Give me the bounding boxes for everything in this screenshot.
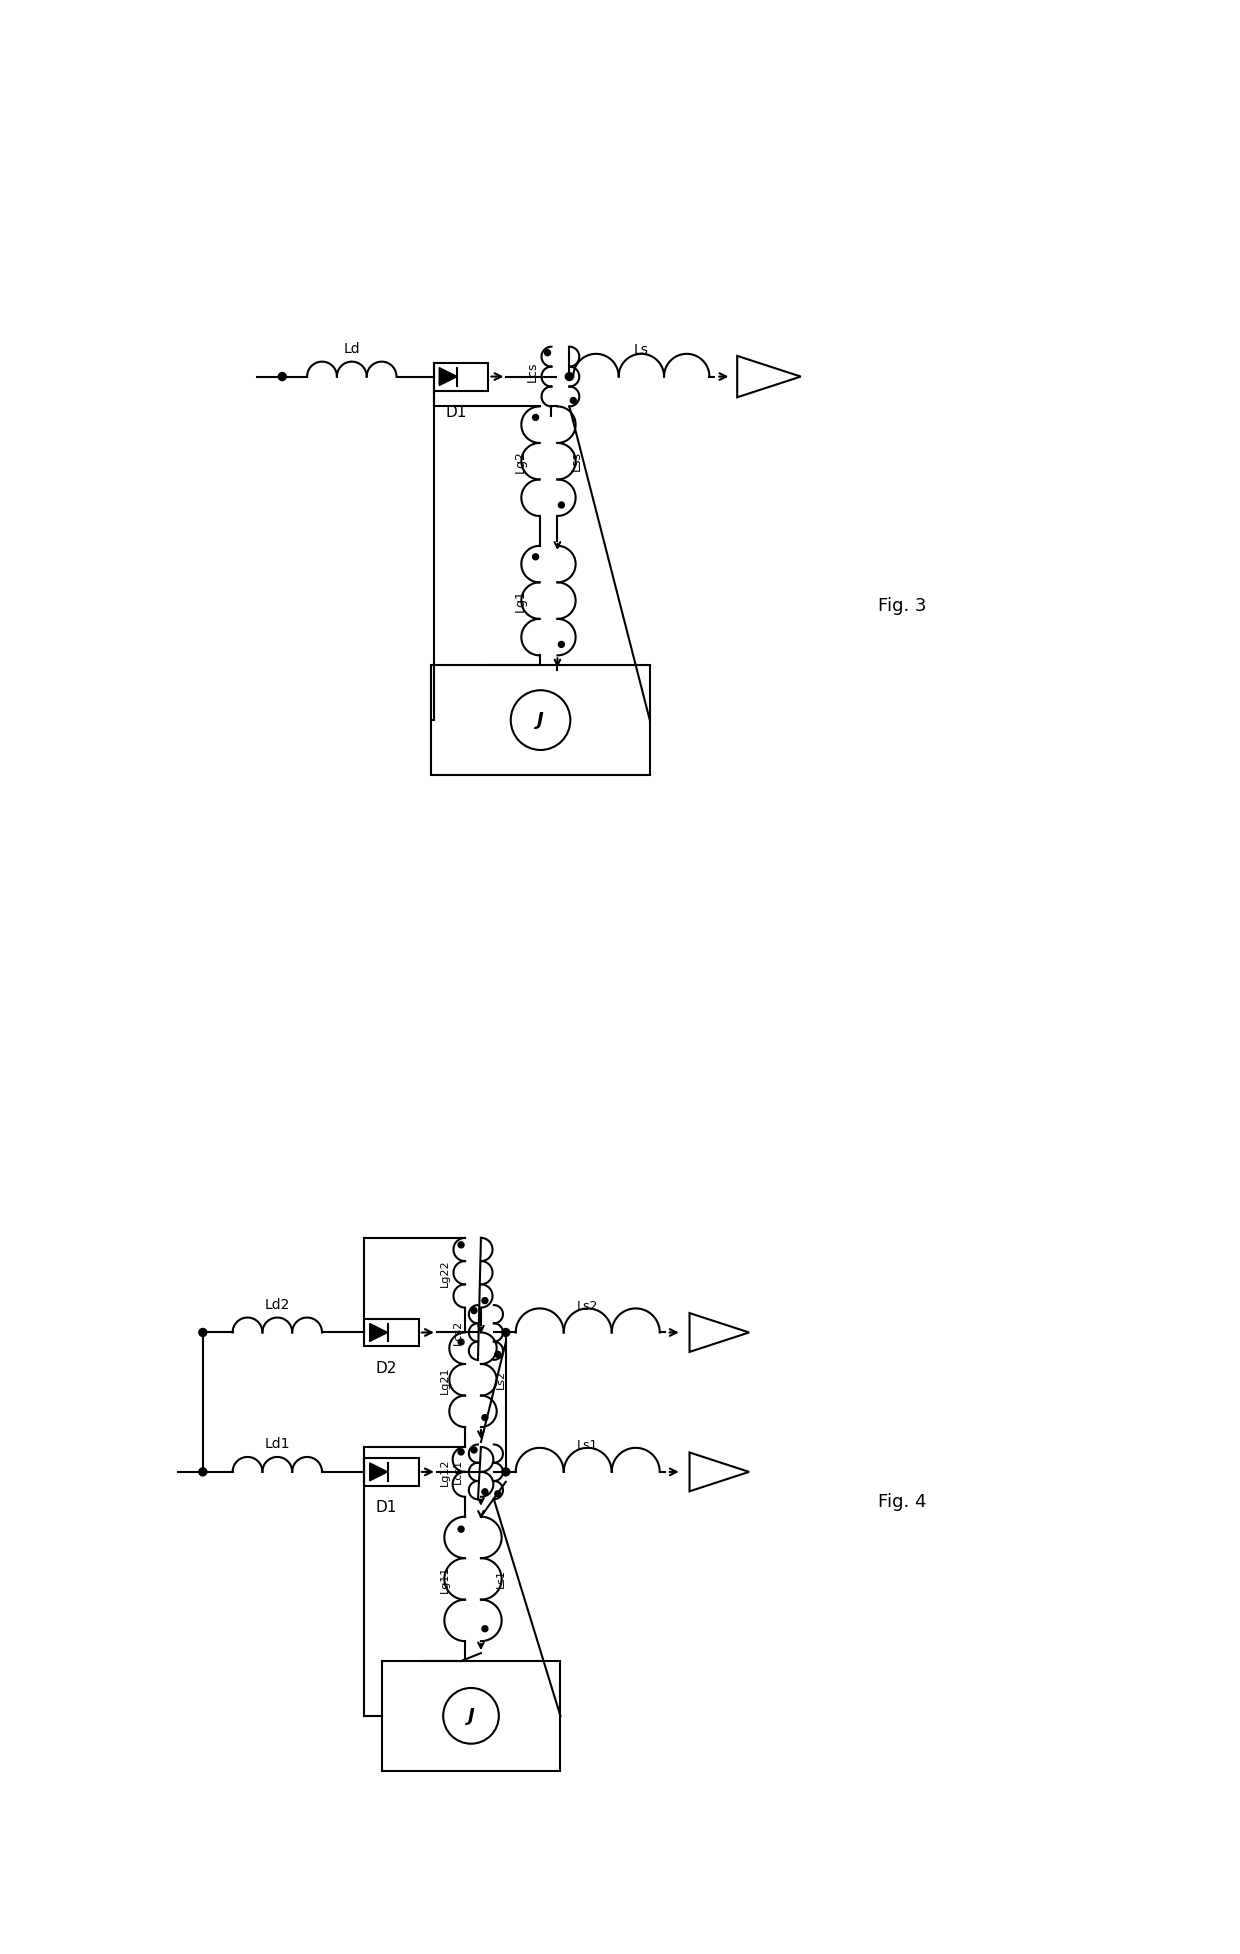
Circle shape (278, 373, 286, 381)
Circle shape (502, 1467, 510, 1475)
Circle shape (502, 1329, 510, 1337)
Circle shape (458, 1526, 464, 1532)
Circle shape (482, 1626, 487, 1632)
Circle shape (458, 1243, 464, 1249)
Text: Ls2: Ls2 (496, 1370, 506, 1389)
Bar (382, 1661, 560, 1770)
Text: J: J (537, 711, 544, 729)
Text: Lss: Lss (570, 451, 583, 471)
Circle shape (495, 1491, 501, 1497)
Text: Lcs: Lcs (526, 361, 539, 381)
Text: Fig. 4: Fig. 4 (878, 1493, 926, 1510)
Circle shape (558, 502, 564, 508)
Text: Lg11: Lg11 (440, 1565, 450, 1593)
Text: Ld1: Ld1 (264, 1436, 290, 1452)
Polygon shape (439, 367, 458, 385)
Polygon shape (370, 1323, 388, 1342)
Circle shape (471, 1448, 477, 1454)
Bar (365, 1458, 419, 1485)
Circle shape (482, 1297, 487, 1303)
Bar (365, 1319, 419, 1346)
Circle shape (458, 1338, 464, 1344)
Text: Ls2: Ls2 (577, 1299, 599, 1313)
Text: Lg2: Lg2 (515, 449, 527, 473)
Circle shape (558, 641, 564, 647)
Circle shape (570, 397, 577, 403)
Polygon shape (370, 1464, 388, 1481)
Circle shape (533, 414, 538, 420)
Circle shape (482, 1415, 487, 1421)
Text: Ls: Ls (634, 342, 649, 358)
Text: Ls1: Ls1 (496, 1569, 506, 1589)
Bar (432, 664, 650, 776)
Text: Ld: Ld (343, 342, 360, 356)
Circle shape (198, 1467, 207, 1475)
Circle shape (533, 553, 538, 559)
Text: D1: D1 (445, 404, 466, 420)
Circle shape (565, 373, 573, 381)
Circle shape (544, 350, 551, 356)
Circle shape (471, 1307, 477, 1313)
Text: Lg1: Lg1 (515, 590, 527, 612)
Text: Lg21: Lg21 (440, 1366, 450, 1393)
Bar (434, 363, 489, 391)
Text: Ls1: Ls1 (577, 1440, 599, 1452)
Text: Lg22: Lg22 (440, 1258, 450, 1286)
Text: Fig. 3: Fig. 3 (878, 596, 926, 616)
Circle shape (495, 1352, 501, 1358)
Circle shape (482, 1489, 487, 1495)
Circle shape (198, 1329, 207, 1337)
Text: J: J (467, 1708, 475, 1725)
Text: D1: D1 (376, 1501, 397, 1514)
Text: Ld2: Ld2 (264, 1297, 290, 1311)
Text: Lg12: Lg12 (440, 1458, 450, 1485)
Circle shape (458, 1450, 464, 1456)
Text: D2: D2 (376, 1360, 397, 1376)
Text: Lcs1: Lcs1 (453, 1460, 463, 1485)
Text: Lcs2: Lcs2 (453, 1319, 463, 1344)
